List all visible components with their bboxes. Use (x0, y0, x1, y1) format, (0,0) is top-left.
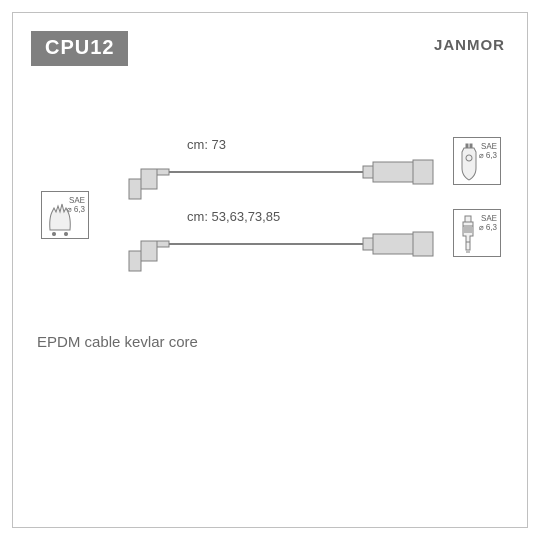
spec-sae: SAE (481, 214, 497, 223)
right-connector-box-coil: SAE ⌀ 6,3 (453, 137, 501, 185)
right-connector-box-plug: SAE ⌀ 6,3 (453, 209, 501, 257)
left-connector-box: SAE ⌀ 6,3 (41, 191, 89, 239)
cable-2-drawing (127, 227, 437, 277)
product-code-badge: CPU12 (31, 31, 128, 66)
coil-icon (456, 140, 484, 184)
cable-material-label: EPDM cable kevlar core (37, 334, 198, 351)
product-code: CPU12 (45, 37, 114, 59)
diagram-frame: CPU12 JANMOR SAE ⌀ 6,3 SAE ⌀ 6,3 (12, 12, 528, 528)
cable-length-2: cm: 53,63,73,85 (187, 209, 280, 224)
spark-plug-icon (456, 212, 482, 256)
distributor-cap-icon (44, 194, 74, 238)
brand-label: JANMOR (434, 37, 505, 54)
cable-row-1: cm: 73 (127, 155, 427, 205)
cable-row-2: cm: 53,63,73,85 (127, 227, 427, 277)
cable-1-drawing (127, 155, 437, 205)
cable-length-1: cm: 73 (187, 137, 226, 152)
